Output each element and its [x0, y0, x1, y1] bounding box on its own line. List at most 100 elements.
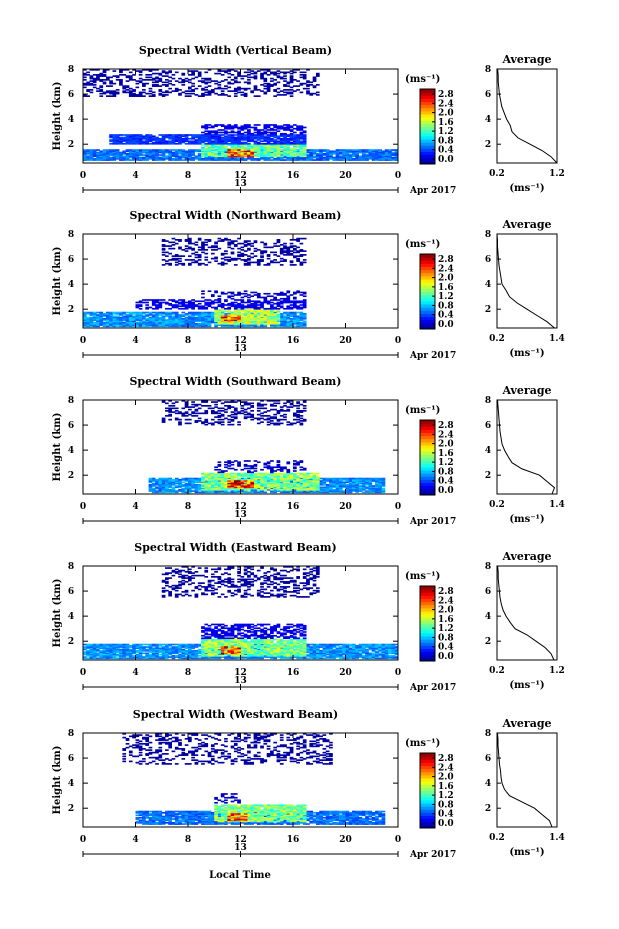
heatmap-cell [178, 299, 182, 301]
heatmap-cell [243, 75, 248, 77]
heatmap-cell [102, 312, 107, 315]
heatmap-cell [273, 311, 277, 314]
heatmap-cell [191, 305, 195, 308]
heatmap-cell [194, 320, 199, 323]
heatmap-cell [247, 311, 251, 314]
heatmap-cell [155, 81, 159, 84]
heatmap-cell [270, 320, 274, 323]
heatmap-cell [178, 92, 182, 95]
heatmap-cell [273, 320, 277, 323]
heatmap-cell [207, 290, 212, 293]
heatmap-cell [201, 319, 205, 321]
heatmap-cell [142, 159, 146, 161]
heatmap-cell [207, 319, 212, 321]
heatmap-cell [312, 155, 317, 158]
heatmap-cell [289, 159, 294, 161]
heatmap-cell [112, 322, 117, 325]
heatmap-cell [132, 157, 136, 160]
heatmap-cell [220, 252, 225, 255]
heatmap-cell [253, 86, 258, 89]
heatmap-cell [293, 264, 297, 266]
heatmap-cell [158, 156, 163, 159]
heatmap-cell [89, 316, 94, 319]
heatmap-cell [335, 477, 340, 480]
heatmap-cell [132, 69, 136, 71]
heatmap-cell [191, 261, 195, 264]
heatmap-cell [96, 317, 100, 320]
heatmap-cell [191, 135, 195, 138]
heatmap-cell [256, 307, 261, 310]
heatmap-cell [207, 316, 212, 319]
heatmap-cell [302, 317, 307, 320]
heatmap-cell [283, 307, 287, 310]
heatmap-cell [240, 252, 245, 255]
heatmap-cell [227, 150, 232, 153]
heatmap-cell [220, 257, 225, 260]
heatmap-cell [220, 292, 225, 295]
heatmap-cell [174, 142, 179, 145]
heatmap-cell [138, 312, 143, 315]
heatmap-cell [194, 477, 199, 480]
heatmap-cell [247, 79, 251, 81]
heatmap-cell [83, 312, 87, 315]
heatmap-cell [165, 79, 169, 81]
heatmap-cell [145, 142, 150, 145]
heatmap-cell [155, 320, 159, 323]
heatmap-cell [263, 322, 268, 325]
heatmap-cell [335, 152, 340, 155]
heatmap-cell [184, 490, 189, 492]
heatmap-cell [161, 324, 166, 326]
heatmap-cell [155, 491, 159, 494]
heatmap-cell [204, 317, 209, 320]
heatmap-cell [273, 242, 277, 245]
heatmap-cell [181, 137, 186, 140]
heatmap-cell [293, 319, 297, 321]
heatmap-cell [378, 152, 382, 155]
heatmap-cell [204, 79, 209, 81]
heatmap-cell [266, 316, 271, 319]
heatmap-cell [142, 141, 146, 144]
heatmap-cell [296, 257, 300, 260]
colorbar-tick-label: 1.6 [438, 118, 454, 128]
heatmap-cell [273, 155, 277, 158]
heatmap-cell [230, 135, 235, 138]
heatmap-cell [302, 237, 307, 240]
heatmap-cell [178, 77, 182, 80]
heatmap-cell [145, 76, 150, 79]
heatmap-cell [296, 129, 300, 131]
heatmap-cell [132, 136, 136, 139]
heatmap-cell [125, 136, 130, 139]
heatmap-cell [243, 260, 248, 262]
heatmap-cell [279, 126, 284, 129]
heatmap-cell [263, 242, 268, 245]
heatmap-cell [181, 249, 186, 251]
heatmap-cell [348, 151, 353, 154]
heatmap-cell [99, 321, 104, 324]
heatmap-cell [220, 306, 225, 309]
heatmap-cell [204, 299, 209, 301]
heatmap-cell [266, 302, 271, 305]
heatmap-cell [227, 86, 232, 89]
heatmap-cell [109, 139, 113, 141]
heatmap-cell [96, 74, 100, 76]
heatmap-cell [207, 132, 212, 135]
heatmap-cell [384, 154, 389, 156]
heatmap-cell [178, 142, 182, 145]
heatmap-cell [375, 152, 379, 155]
heatmap-cell [273, 135, 277, 138]
heatmap-cell [270, 139, 274, 141]
heatmap-cell [302, 141, 307, 144]
heatmap-cell [178, 81, 182, 84]
heatmap-cell [230, 312, 235, 315]
heatmap-cell [197, 305, 202, 308]
colorbar-unit: (ms⁻¹) [405, 74, 440, 85]
heatmap-cell [142, 316, 146, 319]
heatmap-cell [191, 304, 195, 306]
heatmap-cell [250, 311, 255, 314]
heatmap-cell [243, 126, 248, 129]
heatmap-cell [220, 74, 225, 76]
heatmap-cell [83, 322, 87, 325]
heatmap-cell [135, 312, 140, 315]
heatmap-cell [214, 144, 218, 146]
x-tick-label: 8 [185, 171, 191, 181]
